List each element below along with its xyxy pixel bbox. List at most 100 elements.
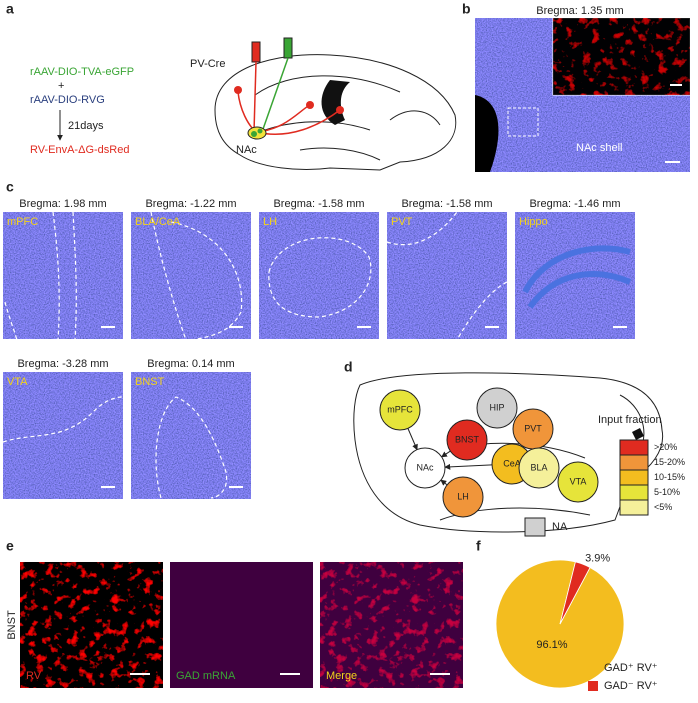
micrograph: [131, 211, 251, 341]
micrograph: [3, 211, 123, 341]
image-texture: [387, 212, 507, 339]
node-label: VTA: [570, 476, 587, 486]
region-label: NAc shell: [576, 142, 622, 154]
legend-swatch: [619, 484, 649, 501]
image-texture: [259, 212, 379, 339]
bregma-label: Bregma: -3.28 mm: [17, 358, 108, 370]
node-label: mPFC: [387, 404, 413, 414]
node-label: LH: [457, 491, 469, 501]
legend-swatch: [588, 681, 598, 691]
region-node: [379, 389, 421, 431]
node-label: BNST: [455, 434, 480, 444]
boundary: [2, 396, 124, 443]
brain-sketch: [214, 37, 457, 171]
legend-swatch: [619, 499, 649, 516]
region-node: [518, 447, 560, 489]
edge: [444, 463, 493, 470]
region-label: BNST: [135, 376, 165, 388]
node-label: PVT: [524, 423, 542, 433]
legend-label: 5-10%: [654, 487, 680, 497]
image-texture: [3, 212, 123, 339]
legend-title: Input fraction: [598, 414, 662, 426]
micrograph: [170, 562, 313, 688]
region-label: LH: [263, 216, 277, 228]
panel-label: a: [6, 1, 14, 17]
legend-swatch: [588, 663, 598, 673]
region-node: [404, 447, 446, 489]
micrograph: [386, 211, 508, 341]
region-node: [557, 461, 599, 503]
legend-label: <5%: [654, 502, 672, 512]
panel-label: c: [6, 179, 14, 195]
node-label: BLA: [530, 462, 547, 472]
image-label: GAD mRNA: [176, 670, 236, 682]
legend-label: >20%: [654, 442, 677, 452]
image-label: Merge: [326, 670, 357, 682]
region-label: VTA: [7, 376, 28, 388]
legend-swatch: [619, 439, 649, 456]
vector-label: rAAV-DIO-RVG: [30, 94, 105, 106]
node-label: HIP: [489, 402, 504, 412]
micrograph: [259, 212, 379, 339]
panel-label: d: [344, 359, 353, 375]
image-texture: [20, 562, 163, 688]
node-label: NAc: [416, 462, 434, 472]
region-node: [446, 419, 488, 461]
panel-label: e: [6, 538, 14, 554]
micrograph: [2, 372, 124, 499]
interval-label: 21days: [68, 120, 104, 132]
image-texture: [3, 372, 123, 499]
image-texture: [170, 562, 313, 688]
legend-label: GAD⁺ RV⁺: [604, 662, 658, 674]
micrograph: [320, 562, 463, 688]
micrograph: [475, 17, 691, 172]
region-node: [476, 387, 518, 429]
value-label: 96.1%: [536, 639, 567, 651]
boundary: [155, 396, 228, 499]
target-label: NAc: [236, 144, 257, 156]
bregma-label: Bregma: 0.14 mm: [147, 358, 234, 370]
mouse-line: PV-Cre: [190, 58, 225, 70]
vector-label: RV-EnvA-ΔG-dsRed: [30, 144, 129, 156]
bregma-label: Bregma: -1.58 mm: [401, 198, 492, 210]
micrograph: [515, 212, 635, 339]
legend-swatch: [619, 469, 649, 486]
plus: +: [58, 80, 64, 92]
region-node: [442, 476, 484, 518]
bregma-label: Bregma: 1.35 mm: [536, 5, 623, 17]
row-label: BNST: [6, 610, 18, 640]
na-swatch: [524, 517, 546, 537]
region-label: mPFC: [7, 216, 38, 228]
node-label: CeA: [503, 458, 521, 468]
image-label: RV: [26, 670, 42, 682]
legend-swatch: [619, 454, 649, 471]
image-texture: [131, 212, 251, 339]
legend-label: 15-20%: [654, 457, 685, 467]
boundary: [150, 211, 243, 341]
edge: [407, 428, 418, 451]
boundary: [268, 237, 372, 318]
panel-label: f: [476, 538, 481, 554]
na-label: NA: [552, 521, 568, 533]
pie-slice: [559, 561, 591, 625]
value-label: 3.9%: [585, 553, 610, 565]
image-texture: [320, 562, 463, 688]
image-texture: [131, 372, 251, 499]
bregma-label: Bregma: -1.22 mm: [145, 198, 236, 210]
edge: [441, 450, 451, 458]
bregma-label: Bregma: 1.98 mm: [19, 198, 106, 210]
micrograph: [20, 562, 163, 688]
bregma-label: Bregma: -1.58 mm: [273, 198, 364, 210]
boundary: [386, 211, 508, 341]
region-label: Hippo: [519, 216, 548, 228]
legend-label: 10-15%: [654, 472, 685, 482]
boundary: [4, 211, 77, 341]
region-label: PVT: [391, 216, 413, 228]
panel-label: b: [462, 1, 471, 17]
tissue-band: [522, 245, 632, 309]
micrograph: [131, 372, 251, 499]
vector-label: rAAV-DIO-TVA-eGFP: [30, 66, 134, 78]
edge: [440, 479, 448, 486]
bregma-label: Bregma: -1.46 mm: [529, 198, 620, 210]
